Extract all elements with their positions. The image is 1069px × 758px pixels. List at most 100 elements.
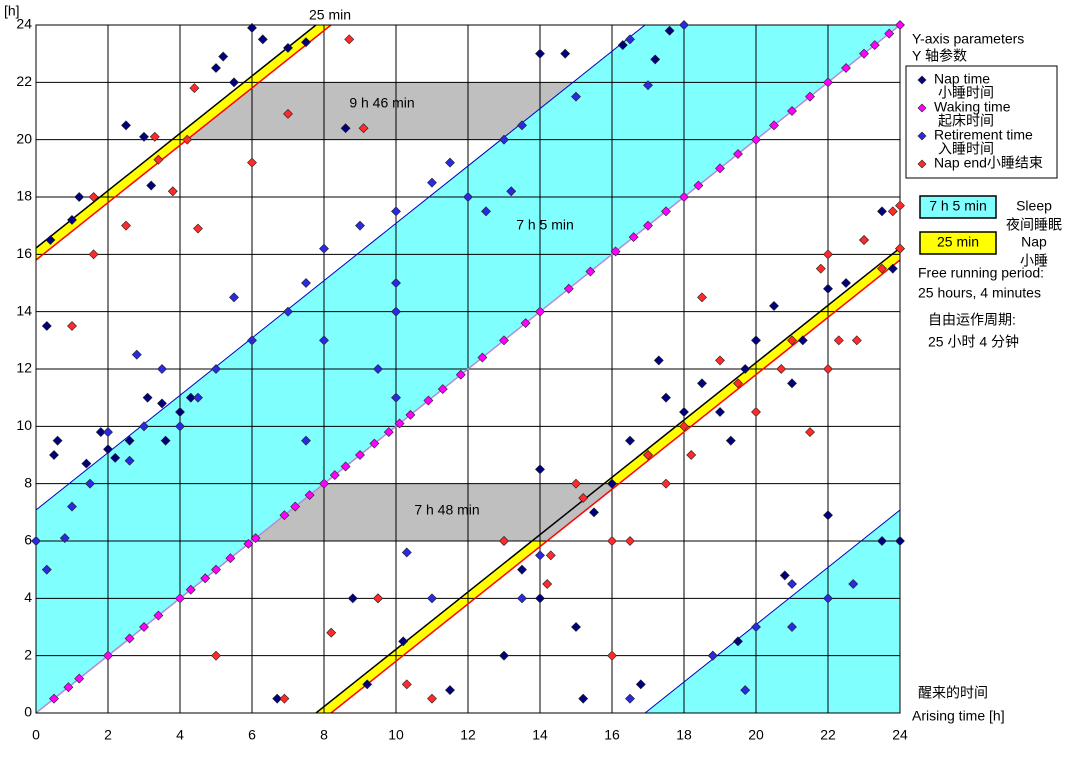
point	[88, 192, 99, 202]
point	[481, 206, 491, 217]
point	[445, 157, 455, 168]
point	[319, 243, 329, 254]
point	[895, 200, 905, 211]
point	[686, 450, 697, 460]
point	[31, 536, 41, 546]
point	[664, 25, 675, 36]
point	[157, 398, 167, 409]
point	[301, 435, 311, 446]
point	[67, 501, 77, 512]
point	[405, 409, 416, 420]
point	[499, 536, 509, 546]
point	[124, 455, 135, 466]
point	[499, 335, 509, 346]
point	[229, 77, 239, 88]
x-tick-label: 20	[748, 727, 764, 743]
point	[283, 108, 293, 119]
point	[625, 435, 635, 446]
band-label: 25 min	[937, 234, 979, 250]
point	[74, 192, 85, 202]
point	[643, 220, 653, 231]
point	[884, 28, 895, 39]
point	[725, 435, 736, 446]
point	[625, 34, 635, 45]
point	[160, 435, 171, 446]
point	[225, 553, 236, 564]
point	[740, 685, 751, 695]
point	[139, 131, 149, 142]
point	[229, 292, 239, 303]
point	[218, 51, 229, 62]
point	[715, 163, 725, 174]
point	[394, 418, 405, 429]
point	[81, 458, 92, 469]
point	[344, 34, 355, 45]
gap-area	[187, 82, 573, 140]
point	[823, 364, 833, 374]
legend-marker	[917, 103, 927, 113]
x-tick-label: 4	[176, 727, 184, 743]
point	[779, 570, 790, 581]
annotation: 7 h 48 min	[414, 502, 479, 518]
y-tick-label: 2	[24, 646, 32, 662]
point	[751, 134, 761, 145]
note: Free running period:	[918, 265, 1044, 281]
point	[45, 235, 56, 245]
x-tick-label: 10	[388, 727, 404, 743]
point	[401, 679, 412, 690]
point	[88, 249, 99, 260]
legend-label-cn: 起床时间	[938, 113, 994, 129]
annotation: 25 min	[309, 7, 351, 23]
sleep-edge	[644, 509, 900, 713]
point	[776, 364, 787, 374]
nap-edge	[36, 25, 317, 249]
point	[279, 693, 290, 704]
point	[52, 435, 63, 446]
point	[103, 444, 113, 455]
point	[499, 134, 509, 145]
point	[103, 650, 113, 661]
y-axis-label: [h]	[4, 3, 20, 19]
point	[250, 533, 261, 544]
point	[41, 564, 52, 575]
point	[589, 507, 599, 518]
point	[520, 318, 531, 329]
point	[142, 392, 153, 403]
point	[607, 536, 617, 546]
point	[823, 249, 833, 260]
y-tick-label: 16	[16, 245, 32, 261]
annotations: 25 min 9 h 46 min 7 h 5 min 7 h 48 min	[309, 7, 574, 518]
point	[319, 478, 329, 489]
gap-area	[252, 484, 619, 541]
nap-edge	[315, 247, 900, 713]
point	[869, 40, 880, 50]
point	[185, 584, 196, 595]
point	[545, 550, 556, 561]
point	[391, 206, 401, 217]
legend-marker	[917, 131, 927, 141]
legend-title-cn: Y 轴参数	[912, 48, 967, 64]
y-tick-label: 18	[16, 188, 32, 204]
point	[373, 364, 383, 374]
point	[517, 120, 527, 131]
point	[103, 427, 113, 437]
point	[347, 593, 358, 604]
point	[506, 186, 517, 197]
point	[211, 364, 221, 374]
y-tick-label: 6	[24, 532, 32, 548]
point	[358, 123, 369, 134]
point	[607, 650, 617, 661]
point	[815, 263, 826, 274]
point	[301, 278, 311, 288]
y-tick-label: 4	[24, 589, 32, 605]
point	[67, 215, 77, 225]
point	[175, 421, 185, 432]
point	[887, 263, 898, 274]
point	[362, 679, 373, 690]
band-text: Nap	[1021, 234, 1047, 250]
point	[182, 134, 193, 145]
point	[563, 283, 574, 294]
point	[139, 622, 149, 632]
